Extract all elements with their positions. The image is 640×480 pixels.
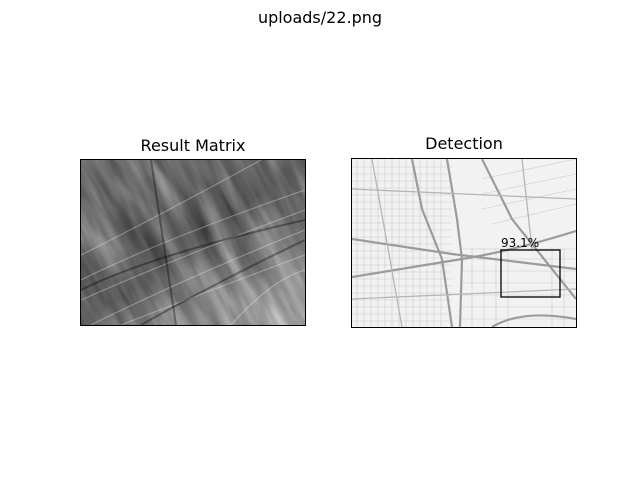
detection-map-image: 93.1%: [351, 158, 577, 328]
detection-box: [500, 249, 561, 298]
detection-title: Detection: [425, 134, 503, 153]
result-matrix-title: Result Matrix: [140, 136, 246, 155]
result-matrix-image: [80, 159, 306, 326]
map-streets: [352, 159, 576, 327]
detection-confidence-label: 93.1%: [501, 236, 540, 250]
result-matrix-texture: [81, 160, 305, 325]
figure-title: uploads/22.png: [257, 8, 383, 27]
